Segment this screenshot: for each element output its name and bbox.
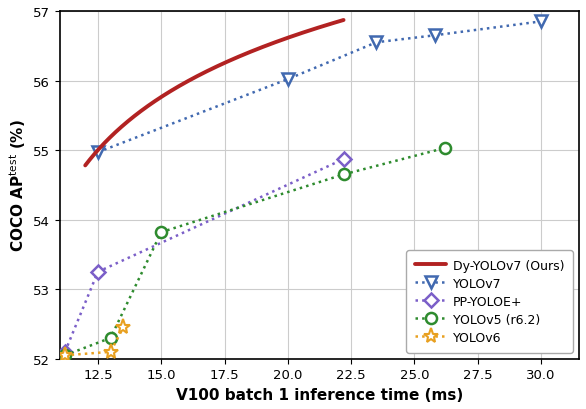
PP-YOLOE+ bbox=[62, 350, 69, 355]
YOLOv6 bbox=[62, 353, 69, 358]
YOLOv5 (r6.2) bbox=[441, 146, 448, 151]
Y-axis label: COCO AP$^{\rm test}$ (%): COCO AP$^{\rm test}$ (%) bbox=[7, 119, 28, 252]
PP-YOLOE+ bbox=[340, 157, 347, 162]
YOLOv5 (r6.2) bbox=[340, 173, 347, 178]
Dy-YOLOv7 (Ours) bbox=[340, 18, 347, 23]
YOLOv5 (r6.2) bbox=[158, 230, 165, 235]
YOLOv7 bbox=[94, 151, 101, 155]
Line: YOLOv6: YOLOv6 bbox=[57, 320, 131, 363]
YOLOv7 bbox=[373, 40, 380, 45]
YOLOv7 bbox=[537, 20, 544, 25]
Legend: Dy-YOLOv7 (Ours), YOLOv7, PP-YOLOE+, YOLOv5 (r6.2), YOLOv6: Dy-YOLOv7 (Ours), YOLOv7, PP-YOLOE+, YOL… bbox=[406, 250, 573, 353]
YOLOv6 bbox=[107, 350, 114, 355]
Dy-YOLOv7 (Ours) bbox=[81, 164, 88, 169]
Line: Dy-YOLOv7 (Ours): Dy-YOLOv7 (Ours) bbox=[85, 21, 343, 166]
Dy-YOLOv7 (Ours) bbox=[113, 130, 120, 135]
YOLOv5 (r6.2) bbox=[107, 336, 114, 341]
YOLOv7 bbox=[431, 34, 438, 39]
Dy-YOLOv7 (Ours) bbox=[166, 90, 173, 95]
Dy-YOLOv7 (Ours) bbox=[184, 80, 191, 85]
PP-YOLOE+ bbox=[94, 270, 101, 274]
YOLOv5 (r6.2) bbox=[62, 353, 69, 358]
Dy-YOLOv7 (Ours) bbox=[270, 42, 277, 47]
Dy-YOLOv7 (Ours) bbox=[244, 51, 251, 56]
Line: YOLOv7: YOLOv7 bbox=[93, 17, 547, 158]
Dy-YOLOv7 (Ours) bbox=[268, 42, 275, 47]
X-axis label: V100 batch 1 inference time (ms): V100 batch 1 inference time (ms) bbox=[176, 387, 463, 402]
Line: PP-YOLOE+: PP-YOLOE+ bbox=[60, 155, 349, 357]
YOLOv7 bbox=[284, 77, 291, 82]
YOLOv6 bbox=[120, 325, 127, 330]
Line: YOLOv5 (r6.2): YOLOv5 (r6.2) bbox=[59, 143, 451, 361]
